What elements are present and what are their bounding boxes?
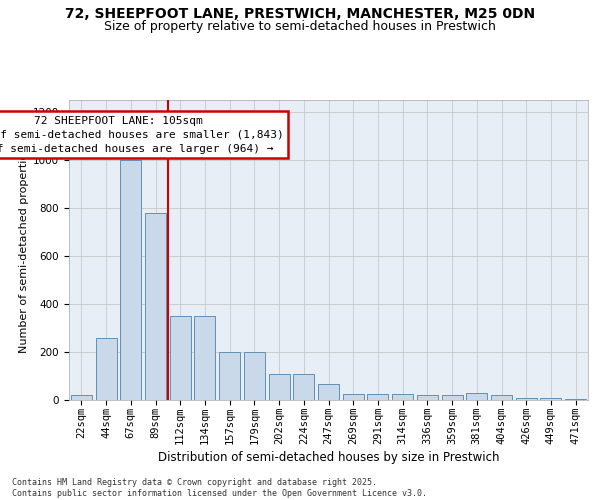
Bar (244, 352, 265, 400)
Bar (516, 398, 537, 400)
Bar (491, 395, 512, 400)
Bar (318, 384, 339, 400)
Bar (269, 374, 290, 400)
Text: 72 SHEEPFOOT LANE: 105sqm
← 65% of semi-detached houses are smaller (1,843)
34% : 72 SHEEPFOOT LANE: 105sqm ← 65% of semi-… (0, 116, 284, 154)
X-axis label: Distribution of semi-detached houses by size in Prestwich: Distribution of semi-detached houses by … (158, 450, 499, 464)
Text: 72, SHEEPFOOT LANE, PRESTWICH, MANCHESTER, M25 0DN: 72, SHEEPFOOT LANE, PRESTWICH, MANCHESTE… (65, 8, 535, 22)
Bar (392, 394, 413, 400)
Bar (442, 395, 463, 400)
Bar (194, 316, 215, 400)
Text: Size of property relative to semi-detached houses in Prestwich: Size of property relative to semi-detach… (104, 20, 496, 33)
Bar (466, 393, 487, 400)
Bar (367, 394, 388, 400)
Bar (541, 398, 562, 400)
Bar (170, 316, 191, 400)
Text: Contains HM Land Registry data © Crown copyright and database right 2025.
Contai: Contains HM Land Registry data © Crown c… (12, 478, 427, 498)
Bar (95, 338, 116, 400)
Bar (145, 213, 166, 400)
Bar (71, 395, 92, 400)
Bar (565, 399, 586, 400)
Bar (120, 160, 141, 400)
Bar (219, 352, 240, 400)
Y-axis label: Number of semi-detached properties: Number of semi-detached properties (19, 147, 29, 353)
Bar (293, 374, 314, 400)
Bar (343, 394, 364, 400)
Bar (417, 395, 438, 400)
